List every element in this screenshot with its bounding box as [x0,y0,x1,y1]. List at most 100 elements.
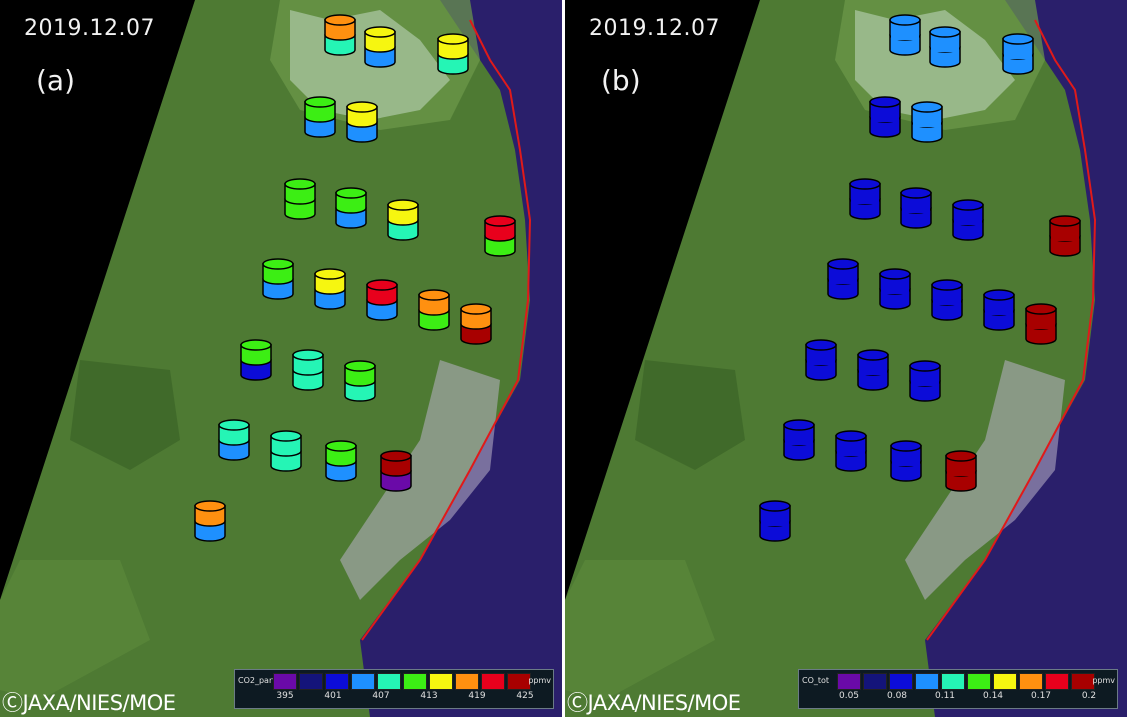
legend-tick-label: 413 [420,691,438,701]
panel-label: (a) [36,64,76,97]
legend-swatch [941,673,965,690]
legend-swatch [325,673,349,690]
panel-label: (b) [601,64,641,97]
observation-cylinder-p19 [270,430,302,472]
observation-cylinder-p09 [1049,215,1081,257]
observation-cylinder-p02 [929,26,961,68]
observation-cylinder-p04 [869,96,901,138]
legend-swatch [429,673,453,690]
observation-cylinder-p19 [835,430,867,472]
observation-cylinder-p22 [194,500,226,542]
legend-tick-label: 419 [468,691,486,701]
observation-cylinder-p13 [983,289,1015,331]
legend-tick-label: 425 [516,691,534,701]
observation-cylinder-p08 [952,199,984,241]
observation-cylinder-p13 [418,289,450,331]
observation-cylinder-p03 [1002,33,1034,75]
color-legend: CO2_partial ppmv 395 401 407 413 419 425 [234,669,554,709]
observation-cylinder-p12 [931,279,963,321]
legend-swatch [837,673,861,690]
observation-cylinder-p03 [437,33,469,75]
legend-swatch [403,673,427,690]
legend-swatch [915,673,939,690]
date-label: 2019.12.07 [24,16,155,41]
panel-a: 2019.12.07 (a) CO2_partial ppmv 395 401 40… [0,0,562,717]
observation-cylinder-p06 [849,178,881,220]
observation-cylinder-p08 [387,199,419,241]
observation-cylinder-p09 [484,215,516,257]
legend-ticks: 395 401 407 413 419 425 [235,691,553,705]
legend-tick-label: 0.17 [1030,691,1052,701]
legend-variable-name: CO_tot [802,676,830,685]
color-legend: CO_tot ppmv 0.05 0.08 0.11 0.14 0.17 0.2 [798,669,1118,709]
legend-swatch [481,673,505,690]
legend-tick-label: 0.05 [838,691,860,701]
legend-tick-label: 0.08 [886,691,908,701]
copyright-symbol-icon: Ⓒ [2,691,23,715]
legend-swatch [273,673,297,690]
copyright-owner: JAXA/NIES/MOE [587,691,742,715]
copyright-text: ⒸJAXA/NIES/MOE [2,687,176,717]
legend-swatch [993,673,1017,690]
legend-swatch [377,673,401,690]
observation-cylinder-p11 [314,268,346,310]
legend-swatch [1019,673,1043,690]
legend-tick-label: 407 [372,691,390,701]
copyright-text: ⒸJAXA/NIES/MOE [567,687,741,717]
observation-cylinder-p01 [324,14,356,56]
observation-cylinder-p12 [366,279,398,321]
legend-tick-label: 0.2 [1081,691,1097,701]
observation-cylinder-p14 [1025,303,1057,345]
observation-cylinder-p22 [759,500,791,542]
observation-cylinder-p15 [240,339,272,381]
observation-cylinder-p15 [805,339,837,381]
legend-unit: ppmv [1092,676,1115,685]
observation-cylinder-p16 [857,349,889,391]
legend-swatch [1045,673,1069,690]
legend-swatch [299,673,323,690]
observation-cylinder-p20 [325,440,357,482]
legend-variable-name: CO2_partial [238,676,285,685]
observation-cylinder-p21 [380,450,412,492]
legend-swatches [273,673,533,690]
legend-swatch [507,673,531,690]
observation-cylinder-p16 [292,349,324,391]
observation-cylinder-p17 [909,360,941,402]
legend-ticks: 0.05 0.08 0.11 0.14 0.17 0.2 [799,691,1117,705]
legend-tick-label: 395 [276,691,294,701]
observation-cylinder-p10 [262,258,294,300]
legend-tick-label: 0.11 [934,691,956,701]
legend-swatches [837,673,1097,690]
legend-swatch [863,673,887,690]
observation-cylinder-p18 [783,419,815,461]
legend-tick-label: 401 [324,691,342,701]
observation-cylinder-p04 [304,96,336,138]
observation-cylinder-p05 [911,101,943,143]
satellite-image [565,0,1127,717]
panel-b: 2019.12.07 (b) CO_tot ppmv 0.05 0.08 0.11 0… [565,0,1127,717]
observation-cylinder-p02 [364,26,396,68]
legend-tick-label: 0.14 [982,691,1004,701]
copyright-owner: JAXA/NIES/MOE [22,691,177,715]
legend-unit: ppmv [528,676,551,685]
legend-swatch [889,673,913,690]
observation-cylinder-p07 [335,187,367,229]
legend-swatch [351,673,375,690]
legend-swatch [1071,673,1095,690]
legend-swatch [967,673,991,690]
observation-cylinder-p05 [346,101,378,143]
satellite-image [0,0,562,717]
date-label: 2019.12.07 [589,16,720,41]
observation-cylinder-p01 [889,14,921,56]
observation-cylinder-p17 [344,360,376,402]
observation-cylinder-p14 [460,303,492,345]
observation-cylinder-p21 [945,450,977,492]
observation-cylinder-p06 [284,178,316,220]
observation-cylinder-p10 [827,258,859,300]
copyright-symbol-icon: Ⓒ [567,691,588,715]
observation-cylinder-p18 [218,419,250,461]
legend-swatch [455,673,479,690]
observation-cylinder-p07 [900,187,932,229]
observation-cylinder-p20 [890,440,922,482]
